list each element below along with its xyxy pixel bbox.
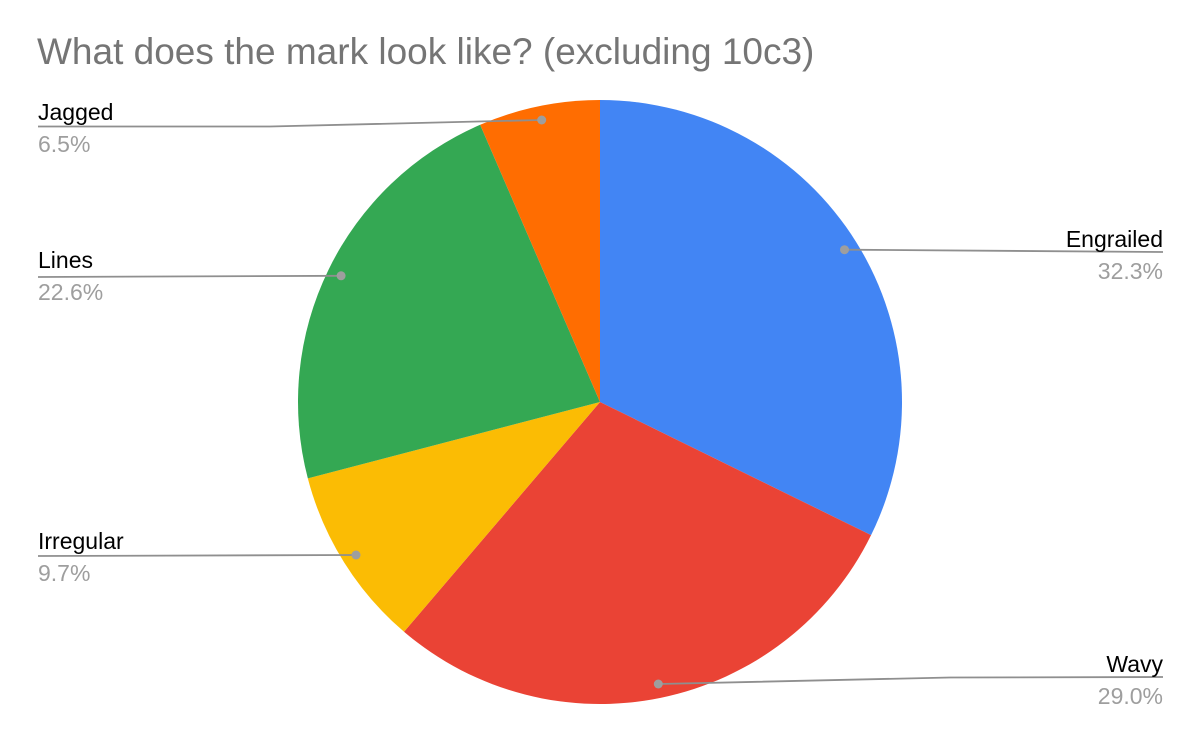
callout-dot-wavy [653, 679, 663, 689]
slice-label-wavy: Wavy [1106, 651, 1163, 677]
pie-slice-jagged[interactable] [480, 100, 600, 402]
slice-percent-lines: 22.6% [38, 279, 104, 305]
slice-percent-engrailed: 32.3% [1097, 258, 1163, 284]
leader-line-wavy [658, 676, 1164, 685]
pie-slice-lines[interactable] [298, 124, 600, 479]
leader-line-lines [37, 274, 342, 278]
slice-percent-irregular: 9.7% [38, 560, 91, 586]
chart-title: What does the mark look like? (excluding… [37, 31, 815, 72]
slice-label-lines: Lines [38, 247, 93, 273]
slice-percent-wavy: 29.0% [1097, 683, 1163, 709]
leader-line-engrailed [844, 248, 1164, 253]
callout-dot-engrailed [840, 245, 849, 255]
leader-line-irregular [37, 554, 357, 557]
callout-dot-jagged [537, 115, 547, 125]
callout-dot-irregular [351, 550, 361, 560]
pie-slice-engrailed[interactable] [600, 100, 903, 536]
callout-wavy: Wavy 29.0% [1098, 651, 1163, 710]
callout-jagged: Jagged 6.5% [38, 99, 113, 158]
callout-lines: Lines 22.6% [38, 247, 103, 306]
callout-irregular: Irregular 9.7% [38, 528, 124, 587]
pie-slice-irregular[interactable] [307, 402, 600, 632]
slice-label-irregular: Irregular [38, 528, 124, 554]
slice-percent-jagged: 6.5% [38, 131, 91, 157]
pie-slice-wavy[interactable] [404, 402, 872, 704]
slice-label-engrailed: Engrailed [1065, 226, 1163, 252]
callout-engrailed: Engrailed 32.3% [1066, 226, 1163, 285]
slice-label-jagged: Jagged [38, 99, 114, 125]
callout-dot-lines [336, 271, 346, 281]
leader-line-jagged [38, 119, 542, 128]
